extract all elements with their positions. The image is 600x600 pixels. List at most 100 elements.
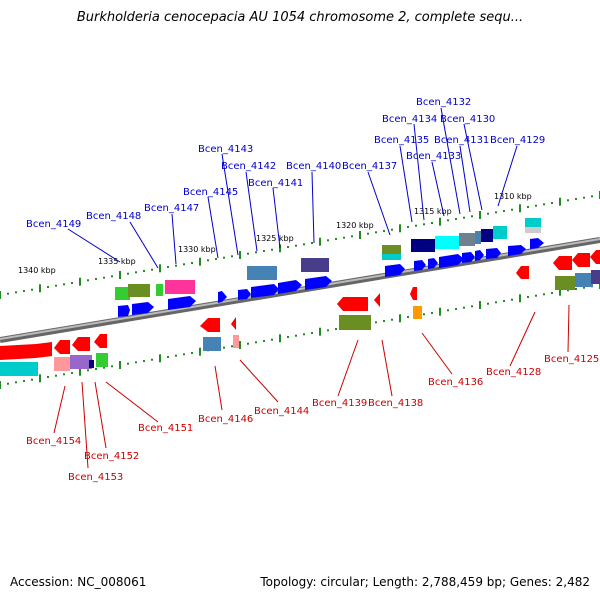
gene-label[interactable]: Bcen_4132: [416, 97, 471, 108]
cog-box[interactable]: [459, 233, 475, 246]
cog-box[interactable]: [475, 231, 481, 244]
gene-arrow[interactable]: [414, 260, 426, 271]
gene-label[interactable]: Bcen_4125: [544, 354, 599, 365]
gene-label[interactable]: Bcen_4144: [254, 406, 309, 417]
cog-box[interactable]: [413, 306, 422, 319]
gene-label[interactable]: Bcen_4138: [368, 398, 423, 409]
cog-box[interactable]: [96, 353, 108, 367]
minor-tick: [47, 376, 49, 378]
gene-arrow[interactable]: [218, 291, 227, 303]
gene-label[interactable]: Bcen_4149: [26, 219, 81, 230]
cog-box[interactable]: [156, 284, 163, 296]
cog-box[interactable]: [525, 218, 541, 227]
cog-box[interactable]: [555, 276, 575, 290]
gene-arrow[interactable]: [118, 305, 130, 317]
cog-box[interactable]: [435, 236, 459, 249]
gene-arrow[interactable]: [72, 337, 90, 351]
cog-box[interactable]: [165, 280, 195, 294]
minor-tick: [351, 235, 353, 238]
gene-arrow[interactable]: [305, 276, 332, 290]
gene-arrow[interactable]: [530, 238, 544, 249]
minor-tick: [111, 275, 113, 278]
kbp-labels: 1340 kbp 1335 kbp 1330 kbp 1325 kbp 1320…: [18, 192, 532, 275]
gene-arrow[interactable]: [385, 264, 405, 277]
gene-arrow[interactable]: [200, 318, 220, 332]
minor-tick: [335, 328, 337, 330]
minor-tick: [311, 332, 313, 334]
cog-box[interactable]: [382, 245, 401, 255]
gene-label[interactable]: Bcen_4135: [374, 135, 429, 146]
gene-label[interactable]: Bcen_4129: [490, 135, 545, 146]
gene-arrow[interactable]: [94, 334, 107, 348]
cog-box[interactable]: [493, 226, 507, 239]
gene-label[interactable]: Bcen_4151: [138, 423, 193, 434]
gene-label[interactable]: Bcen_4148: [86, 211, 141, 222]
minor-tick: [447, 309, 449, 312]
gene-arrow[interactable]: [553, 256, 572, 270]
minor-tick: [151, 268, 153, 271]
gene-arrow[interactable]: [410, 287, 417, 300]
gene-arrow[interactable]: [572, 253, 590, 267]
gene-arrow[interactable]: [0, 344, 36, 360]
gene-arrow[interactable]: [516, 266, 529, 279]
cog-box[interactable]: [0, 362, 38, 376]
gene-label[interactable]: Bcen_4130: [440, 114, 495, 125]
gene-arrow[interactable]: [486, 248, 501, 259]
gene-arrow[interactable]: [278, 280, 302, 294]
cog-box[interactable]: [339, 315, 371, 330]
gene-arrow[interactable]: [428, 258, 438, 269]
gene-arrow[interactable]: [238, 289, 251, 300]
cog-box[interactable]: [411, 239, 435, 252]
gene-arrow[interactable]: [337, 297, 368, 311]
gene-label[interactable]: Bcen_4142: [221, 161, 276, 172]
cog-box[interactable]: [203, 337, 221, 351]
gene-arrow[interactable]: [54, 340, 70, 354]
cog-box[interactable]: [70, 355, 92, 369]
gene-arrow[interactable]: [231, 317, 236, 330]
gene-arrow[interactable]: [168, 296, 196, 310]
minor-tick: [95, 278, 97, 280]
cog-box[interactable]: [575, 273, 593, 287]
gene-label[interactable]: Bcen_4147: [144, 203, 199, 214]
minor-tick: [287, 246, 289, 248]
cog-box[interactable]: [382, 254, 401, 260]
gene-label[interactable]: Bcen_4128: [486, 367, 541, 378]
minor-tick: [167, 356, 169, 358]
gene-arrow[interactable]: [439, 254, 464, 268]
cog-box[interactable]: [481, 229, 493, 242]
cog-box[interactable]: [89, 360, 94, 368]
gene-label[interactable]: Bcen_4143: [198, 144, 253, 155]
gene-label[interactable]: Bcen_4131: [434, 135, 489, 146]
gene-arrow[interactable]: [132, 302, 154, 315]
gene-label[interactable]: Bcen_4141: [248, 178, 303, 189]
gene-label[interactable]: Bcen_4146: [198, 414, 253, 425]
cog-box[interactable]: [128, 284, 150, 297]
cog-box[interactable]: [525, 227, 541, 233]
gene-arrow[interactable]: [36, 342, 52, 358]
gene-label[interactable]: Bcen_4152: [84, 451, 139, 462]
gene-label[interactable]: Bcen_4134: [382, 114, 437, 125]
gene-label[interactable]: Bcen_4145: [183, 187, 238, 198]
gene-arrow[interactable]: [508, 245, 526, 256]
gene-label[interactable]: Bcen_4133: [406, 151, 461, 162]
gene-label[interactable]: Bcen_4140: [286, 161, 341, 172]
cog-box[interactable]: [301, 258, 329, 272]
gene-label[interactable]: Bcen_4154: [26, 436, 81, 447]
gene-arrow[interactable]: [462, 252, 475, 263]
gene-label[interactable]: Bcen_4136: [428, 377, 483, 388]
minor-tick: [103, 366, 105, 369]
gene-arrow[interactable]: [251, 284, 279, 298]
cog-box[interactable]: [591, 270, 600, 284]
cog-box[interactable]: [247, 266, 277, 280]
reverse-strand-genes: [0, 250, 600, 360]
cog-box[interactable]: [115, 287, 130, 300]
gene-label[interactable]: Bcen_4139: [312, 398, 367, 409]
gene-arrow[interactable]: [374, 293, 380, 307]
gene-arrow[interactable]: [475, 250, 484, 261]
major-tick: [479, 211, 481, 219]
cog-box[interactable]: [233, 335, 239, 348]
gene-label[interactable]: Bcen_4137: [342, 161, 397, 172]
gene-arrow[interactable]: [590, 250, 600, 264]
gene-label[interactable]: Bcen_4153: [68, 472, 123, 483]
cog-box[interactable]: [54, 357, 70, 371]
